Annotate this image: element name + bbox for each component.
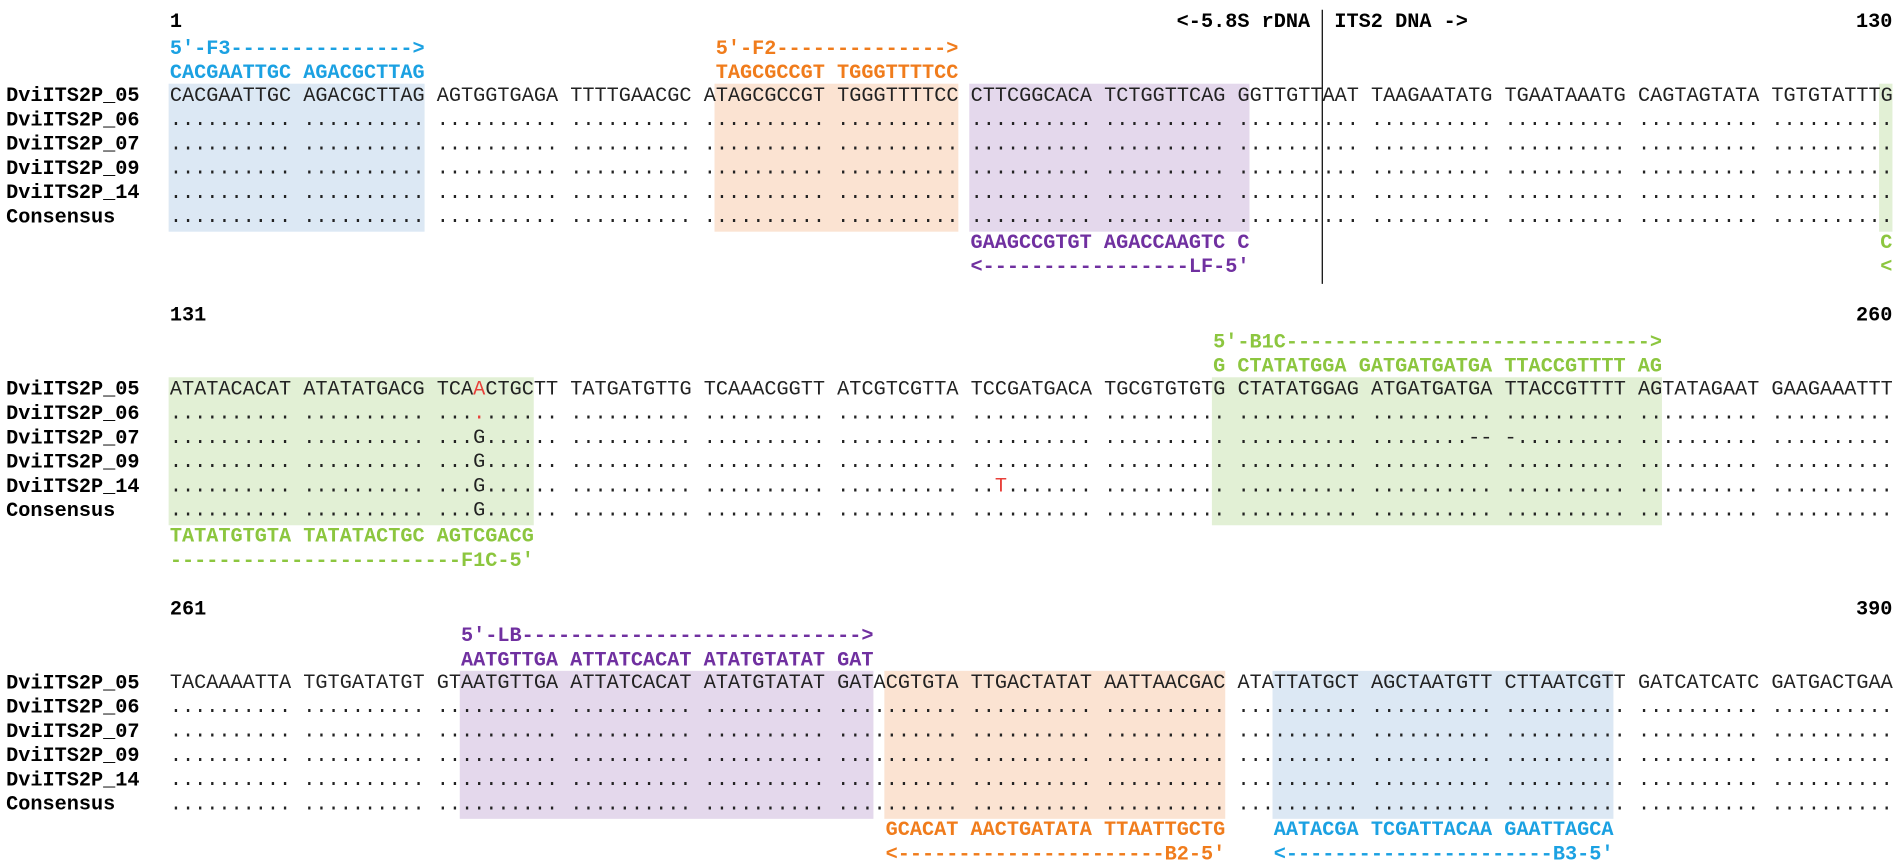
sequence-name: DviITS2P_07 (6, 134, 139, 157)
primer-sequence: AATACGA TCGATTACAA GAATTAGCA (1274, 819, 1615, 842)
sequence-segment: A (473, 379, 486, 402)
sequence-segment: .......... .......... ...G...... .......… (170, 500, 1893, 523)
region-right: ITS2 DNA -> (1334, 11, 1467, 34)
sequence-segment: .......... .......... .......... .......… (170, 769, 1893, 792)
sequence-row: .......... .......... ...G...... .......… (170, 452, 1893, 475)
sequence-segment: ...... .......... .......... .......... … (485, 403, 1892, 426)
position-start: 1 (170, 11, 182, 34)
sequence-row: CACGAATTGC AGACGCTTAG AGTGGTGAGA TTTTGAA… (170, 85, 1893, 108)
primer-label: ------------------------F1C-5′ (170, 550, 534, 573)
position-start: 131 (170, 305, 206, 328)
sequence-row: TACAAAATTA TGTGATATGT GTAATGTTGA ATTATCA… (170, 672, 1894, 695)
primer-region (1879, 83, 1893, 232)
sequence-name: DviITS2P_06 (6, 109, 139, 132)
primer-region (459, 670, 874, 819)
sequence-name: DviITS2P_05 (6, 379, 139, 402)
sequence-row: .......... .......... .......... .......… (170, 403, 1893, 426)
primer-sequence: TAGCGCCGT TGGGTTTTCC (716, 62, 959, 85)
primer-label: <----------------------B2-5′ (886, 843, 1226, 865)
sequence-segment: TACAAAATTA TGTGATATGT GTAATGTTGA ATTATCA… (170, 672, 1894, 695)
primer-sequence: C (1880, 232, 1892, 255)
position-end: 390 (1856, 598, 1892, 621)
sequence-row: .......... .......... .......... .......… (170, 182, 1893, 205)
sequence-name: DviITS2P_06 (6, 697, 139, 720)
sequence-segment: .......... .......... ... (170, 403, 473, 426)
sequence-segment: ....... .......... .......... ..........… (1007, 476, 1893, 499)
sequence-name: Consensus (6, 794, 115, 817)
sequence-segment: T (995, 476, 1007, 499)
sequence-segment: .......... .......... ...G...... .......… (170, 476, 995, 499)
sequence-row: .......... .......... .......... .......… (170, 745, 1893, 768)
position-end: 260 (1856, 305, 1892, 328)
primer-region (168, 377, 534, 526)
sequence-row: .......... .......... .......... .......… (170, 109, 1893, 132)
sequence-row: .......... .......... .......... .......… (170, 697, 1893, 720)
primer-sequence: CACGAATTGC AGACGCTTAG (170, 62, 425, 85)
sequence-row: .......... .......... .......... .......… (170, 769, 1893, 792)
sequence-row: .......... .......... ...G...... .......… (170, 476, 1893, 499)
sequence-row: .......... .......... .......... .......… (170, 794, 1893, 817)
sequence-name: DviITS2P_09 (6, 745, 139, 768)
sequence-segment: .......... .......... .......... .......… (170, 134, 1893, 157)
sequence-name: DviITS2P_09 (6, 158, 139, 181)
position-start: 261 (170, 598, 206, 621)
sequence-name: Consensus (6, 206, 115, 229)
sequence-segment: .......... .......... ...G...... .......… (170, 427, 1893, 450)
sequence-segment: .......... .......... .......... .......… (170, 794, 1893, 817)
primer-region (1211, 377, 1662, 526)
sequence-name: DviITS2P_05 (6, 672, 139, 695)
sequence-segment: .......... .......... .......... .......… (170, 721, 1893, 744)
sequence-name: DviITS2P_14 (6, 476, 139, 499)
sequence-row: ATATACACAT ATATATGACG TCAACTGCTT TATGATG… (170, 379, 1893, 402)
sequence-segment: . (473, 403, 485, 426)
sequence-segment: CACGAATTGC AGACGCTTAG AGTGGTGAGA TTTTGAA… (170, 85, 1893, 108)
sequence-segment: .......... .......... .......... .......… (170, 109, 1893, 132)
sequence-name: DviITS2P_06 (6, 403, 139, 426)
primer-sequence: AATGTTGA ATTATCACAT ATATGTATAT GAT (461, 649, 874, 672)
sequence-name: DviITS2P_07 (6, 721, 139, 744)
primer-label: <----------------------B3-5′ (1274, 843, 1614, 865)
sequence-segment: .......... .......... .......... .......… (170, 697, 1893, 720)
sequence-row: .......... .......... .......... .......… (170, 158, 1893, 181)
primer-label: 5′-LB----------------------------> (461, 625, 874, 648)
alignment: 1 130 <-5.8S rDNA ITS2 DNA -> 5′-F3---------… (6, 9, 1894, 865)
sequence-segment: .......... .......... ...G...... .......… (170, 452, 1893, 475)
sequence-segment: CTGCTT TATGATGTTG TCAAACGGTT ATCGTCGTTA … (485, 379, 1892, 402)
position-end: 130 (1856, 11, 1892, 34)
sequence-segment: .......... .......... .......... .......… (170, 745, 1893, 768)
sequence-segment: .......... .......... .......... .......… (170, 206, 1893, 229)
primer-region (969, 83, 1250, 232)
primer-label: 5′-F3---------------> (170, 38, 425, 61)
sequence-row: .......... .......... .......... .......… (170, 206, 1893, 229)
primer-sequence: G CTATATGGA GATGATGATGA TTACCGTTTT AG (1213, 356, 1662, 379)
primer-region (884, 670, 1226, 819)
primer-region (168, 83, 425, 232)
primer-sequence: GAAGCCGTGT AGACCAAGTC C (970, 232, 1249, 255)
sequence-row: .......... .......... ...G...... .......… (170, 427, 1893, 450)
sequence-name: Consensus (6, 500, 115, 523)
region-left: <-5.8S rDNA (1177, 11, 1311, 34)
sequence-name: DviITS2P_14 (6, 182, 139, 205)
sequence-name: DviITS2P_05 (6, 85, 139, 108)
primer-region (1272, 670, 1614, 819)
sequence-segment: .......... .......... .......... .......… (170, 182, 1893, 205)
primer-label: <-----------------LF-5′ (970, 256, 1249, 279)
sequence-row: .......... .......... .......... .......… (170, 134, 1893, 157)
sequence-segment: .......... .......... .......... .......… (170, 158, 1893, 181)
sequence-segment: ATATACACAT ATATATGACG TCA (170, 379, 474, 402)
primer-label: 5′-F2--------------> (716, 38, 959, 61)
sequence-name: DviITS2P_09 (6, 452, 139, 475)
sequence-row: .......... .......... ...G...... .......… (170, 500, 1893, 523)
primer-sequence: GCACAT AACTGATATA TTAATTGCTG (886, 819, 1226, 842)
sequence-name: DviITS2P_14 (6, 769, 139, 792)
sequence-name: DviITS2P_07 (6, 427, 139, 450)
sequence-row: .......... .......... .......... .......… (170, 721, 1893, 744)
primer-label: < (1880, 256, 1892, 279)
primer-sequence: TATATGTGTA TATATACTGC AGTCGACG (170, 526, 534, 549)
primer-label: 5′-B1C------------------------------> (1213, 331, 1662, 354)
primer-region (714, 83, 959, 232)
